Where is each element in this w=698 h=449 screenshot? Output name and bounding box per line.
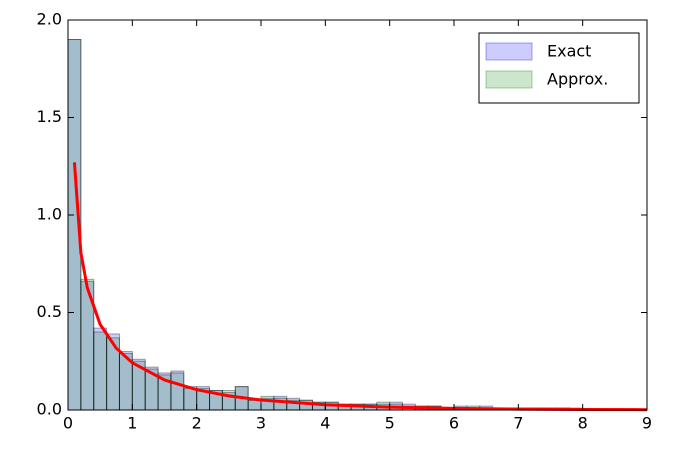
y-tick-label: 2.0: [37, 10, 62, 29]
y-tick-label: 0.0: [37, 400, 62, 419]
histogram-bar: [93, 331, 108, 411]
x-tick-label: 6: [449, 414, 459, 433]
legend-swatch: [485, 42, 533, 61]
histogram-bar: [247, 399, 262, 411]
histogram-bar: [183, 388, 198, 411]
x-tick-label: 4: [320, 414, 330, 433]
density-curve: [72, 162, 648, 412]
legend-label: Approx.: [547, 70, 608, 89]
x-tick-label: 9: [642, 414, 652, 433]
histogram-bar: [170, 372, 185, 411]
y-tick-label: 1.0: [37, 205, 62, 224]
x-tick-label: 2: [192, 414, 202, 433]
x-tick-label: 1: [127, 414, 137, 433]
x-tick-label: 3: [256, 414, 266, 433]
x-tick-label: 8: [578, 414, 588, 433]
x-tick-label: 0: [63, 414, 73, 433]
legend-label: Exact: [547, 42, 591, 61]
x-tick-label: 7: [513, 414, 523, 433]
histogram-bar: [260, 395, 275, 411]
legend-frame: [478, 32, 640, 104]
y-tick-label: 0.5: [37, 302, 62, 321]
y-tick-label: 1.5: [37, 107, 62, 126]
histogram-bar: [221, 390, 236, 411]
x-tick-label: 5: [385, 414, 395, 433]
legend-swatch: [485, 70, 533, 89]
